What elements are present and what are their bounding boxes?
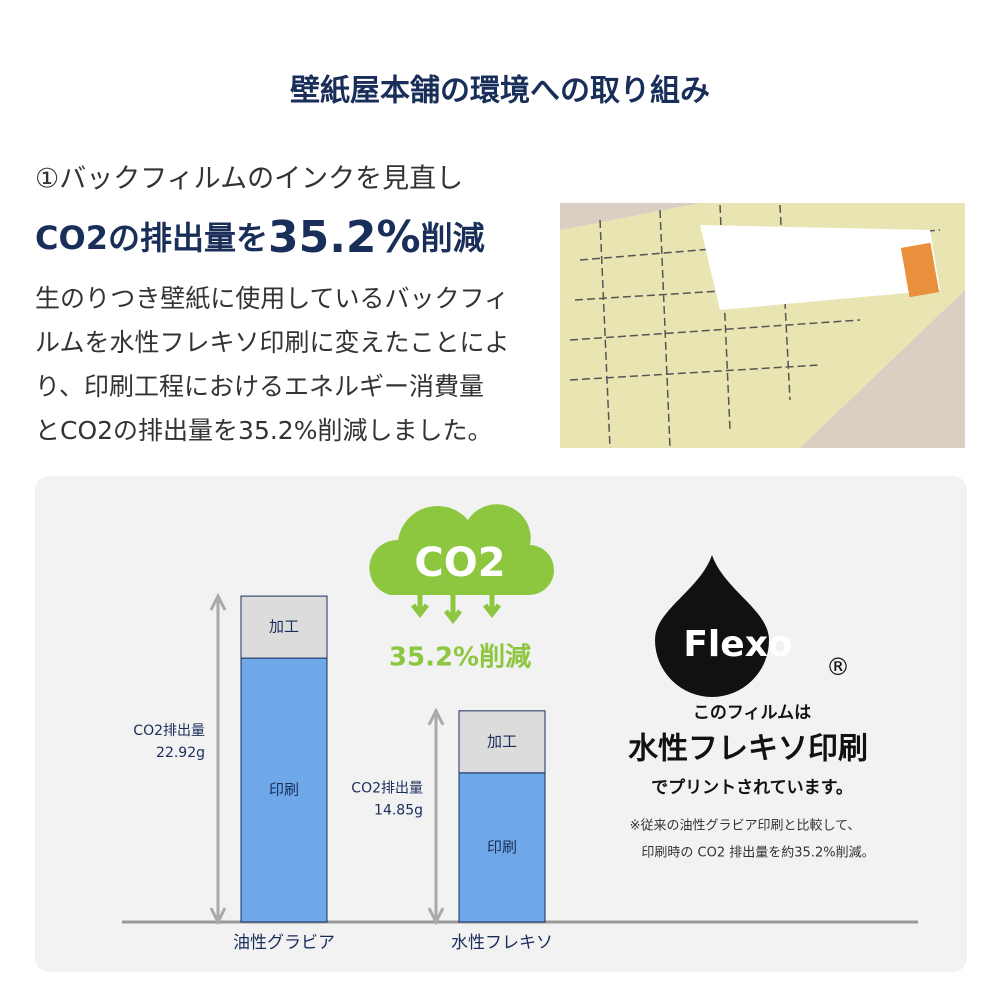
headline-before: CO2の排出量を bbox=[35, 219, 268, 257]
roll bbox=[700, 225, 940, 310]
photo bbox=[560, 203, 965, 449]
arrow-heads bbox=[427, 707, 445, 926]
body: 生のりつき壁紙に使用しているバックフィルムを水性フレキソ印刷に変えたことにより、… bbox=[35, 284, 510, 445]
cloud bbox=[369, 504, 555, 596]
subtitle: ①バックフィルムのインクを見直し bbox=[35, 164, 463, 195]
bar-segment-print bbox=[240, 657, 328, 923]
headline-highlight: 35.2% bbox=[268, 212, 421, 263]
body-line: 生のりつき壁紙に使用しているバックフィ bbox=[35, 284, 509, 313]
category-label: 水性フレキソ bbox=[451, 933, 553, 953]
bar-segment-print bbox=[458, 772, 546, 923]
value-label: 14.85g bbox=[374, 802, 423, 818]
body-line: り、印刷工程におけるエネルギー消費量 bbox=[35, 372, 484, 401]
roll-end bbox=[900, 242, 940, 298]
flexo-line2: 水性フレキソ印刷 bbox=[628, 732, 868, 767]
title: 壁紙屋本舗の環境への取り組み bbox=[290, 74, 710, 109]
note1: ※従来の油性グラビア印刷と比較して、 bbox=[630, 819, 861, 834]
headline-after: 削減 bbox=[421, 219, 485, 257]
arrow-heads bbox=[209, 592, 227, 926]
flexo-logo: Flexo bbox=[683, 624, 792, 665]
reduction: 35.2%削減 bbox=[389, 643, 531, 673]
flexo-line3: でプリントされています。 bbox=[651, 777, 853, 798]
axis-label: CO2排出量 bbox=[133, 723, 205, 739]
headline: CO2の排出量を35.2%削減 bbox=[35, 212, 485, 263]
segment-label: 印刷 bbox=[487, 838, 517, 856]
down-arrows bbox=[411, 595, 501, 625]
value-label: 22.92g bbox=[156, 745, 205, 761]
registered: ® bbox=[826, 653, 850, 681]
segment-label: 加工 bbox=[269, 618, 299, 636]
body-line: ルムを水性フレキソ印刷に変えたことによ bbox=[35, 328, 510, 357]
segment-label: 印刷 bbox=[269, 781, 299, 799]
bar-segment-process bbox=[240, 595, 328, 659]
category-label: 油性グラビア bbox=[233, 933, 335, 953]
axis-label: CO2排出量 bbox=[351, 780, 423, 796]
co2-badge: CO2 35.2%削減 bbox=[369, 504, 555, 673]
note2: 印刷時の CO2 排出量を約35.2%削減。 bbox=[641, 845, 874, 861]
bar-segment-process bbox=[458, 710, 546, 774]
flexo-line1: このフィルムは bbox=[693, 703, 811, 723]
co2-label: CO2 bbox=[414, 540, 505, 586]
segment-label: 加工 bbox=[487, 732, 517, 750]
drop bbox=[655, 555, 769, 697]
bars: 加工印刷CO2排出量22.92g油性グラビア加工印刷CO2排出量14.85g水性… bbox=[133, 592, 553, 953]
body-line: とCO2の排出量を35.2%削減しました。 bbox=[35, 416, 492, 445]
